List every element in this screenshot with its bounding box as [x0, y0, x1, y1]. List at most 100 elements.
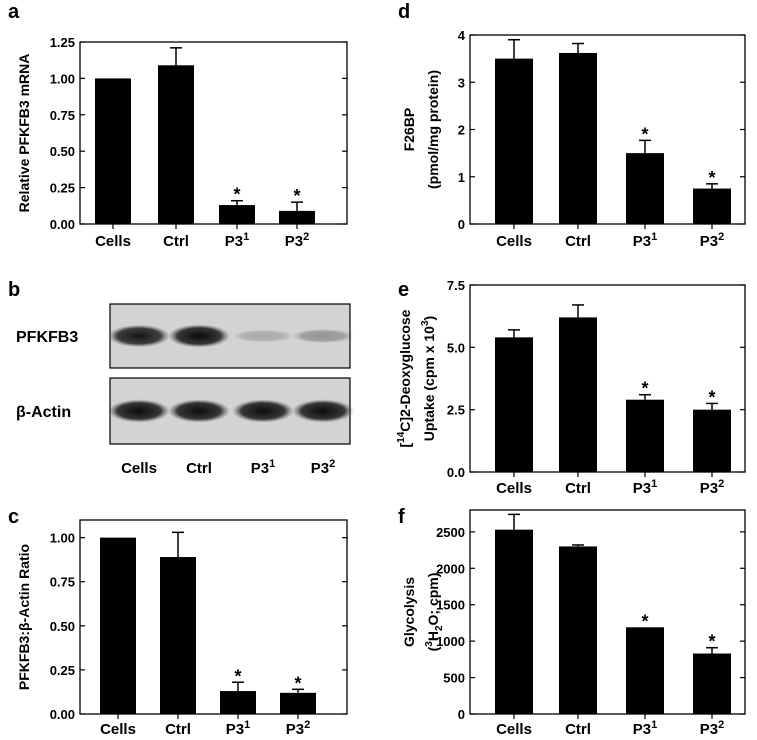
bar — [279, 210, 315, 224]
significance-asterisk: * — [708, 168, 715, 188]
y-tick-label: 1000 — [436, 634, 465, 649]
panel-letter: a — [8, 1, 20, 23]
significance-asterisk: * — [233, 185, 240, 205]
category-label-base: Ctrl — [565, 721, 591, 738]
panel-letter: b — [8, 279, 20, 301]
blot-band — [292, 328, 354, 344]
y-tick-label: 0.00 — [50, 707, 75, 722]
y-tick-label: 1 — [458, 170, 465, 185]
category-label-base: P3 — [700, 480, 718, 497]
axis-label-part: ( — [425, 646, 441, 651]
category-label-base: Ctrl — [186, 460, 212, 477]
y-tick-label: 1.25 — [50, 35, 75, 50]
bar — [160, 557, 196, 714]
y-tick-label: 0.25 — [50, 663, 75, 678]
y-tick-label: 2.5 — [447, 403, 465, 418]
plot-frame — [469, 284, 746, 473]
x-tick-label: P31 — [633, 478, 657, 497]
axis-label-part: F26BP — [401, 108, 417, 152]
bar — [220, 691, 256, 714]
y-tick-label: 1500 — [436, 598, 465, 613]
y-tick-label: 3 — [458, 75, 465, 90]
y-tick-label: 0.75 — [50, 108, 75, 123]
y-tick-label: 4 — [458, 28, 466, 43]
axis-label-part: Relative PFKFB3 mRNA — [16, 54, 32, 213]
category-label-superscript: 2 — [304, 719, 310, 731]
category-label-base: Cells — [100, 721, 136, 738]
y-tick-label: 500 — [443, 671, 465, 686]
category-label-base: P3 — [633, 721, 651, 738]
bar — [158, 65, 194, 225]
x-tick-label: P31 — [225, 231, 249, 250]
y-tick-label: 1.00 — [50, 71, 75, 86]
x-tick-label: P31 — [633, 719, 657, 738]
axis-label-part: 3 — [424, 641, 435, 647]
axis-label-part: PFKFB3:β-Actin Ratio — [16, 544, 32, 690]
blot-band — [168, 324, 230, 348]
x-tick-label: Ctrl — [565, 721, 591, 738]
x-tick-label: P31 — [226, 719, 250, 738]
category-label-superscript: 2 — [718, 478, 724, 490]
bar — [100, 537, 136, 714]
y-tick-label: 0.50 — [50, 144, 75, 159]
category-label-base: P3 — [286, 721, 304, 738]
y-tick-label: 0 — [458, 707, 465, 722]
category-label-base: Ctrl — [565, 233, 591, 250]
x-tick-label: Ctrl — [565, 233, 591, 250]
x-tick-label: Cells — [496, 233, 532, 250]
axis-label-part: Glycolysis — [401, 577, 417, 647]
category-label-base: P3 — [700, 721, 718, 738]
blot-band — [108, 324, 170, 348]
category-label-base: Ctrl — [163, 233, 189, 250]
category-label-base: P3 — [225, 233, 243, 250]
y-tick-label: 2500 — [436, 525, 465, 540]
category-label-base: Cells — [496, 721, 532, 738]
x-tick-label: Ctrl — [565, 480, 591, 497]
y-tick-label: 0.00 — [50, 217, 75, 232]
plot-frame — [79, 519, 348, 715]
bar — [559, 52, 597, 224]
bar — [219, 205, 255, 224]
significance-asterisk: * — [294, 673, 301, 693]
category-label-superscript: 2 — [303, 231, 309, 243]
blot-band — [108, 399, 170, 423]
category-label-superscript: 2 — [329, 458, 335, 470]
category-label-base: P3 — [633, 480, 651, 497]
category-label-superscript: 2 — [718, 231, 724, 243]
axis-label-part: ) — [421, 316, 437, 321]
x-tick-label: P32 — [700, 478, 724, 497]
y-axis-label: Relative PFKFB3 mRNA — [16, 54, 32, 213]
x-tick-label: Cells — [95, 233, 131, 250]
category-label-superscript: 1 — [651, 719, 657, 731]
category-label-base: Cells — [121, 460, 157, 477]
y-tick-label: 0 — [458, 217, 465, 232]
x-tick-label: Cells — [496, 480, 532, 497]
significance-asterisk: * — [708, 632, 715, 652]
blot-band — [232, 329, 294, 343]
bar — [280, 692, 316, 714]
category-label-superscript: 2 — [718, 719, 724, 731]
plot-frame — [79, 41, 348, 225]
x-tick-label: P31 — [633, 231, 657, 250]
bar — [559, 317, 597, 472]
significance-asterisk: * — [234, 666, 241, 686]
bar — [495, 58, 533, 224]
axis-label-part: 2 — [434, 625, 445, 631]
x-tick-label: P32 — [700, 719, 724, 738]
y-tick-label: 2 — [458, 123, 465, 138]
x-tick-label: Ctrl — [165, 721, 191, 738]
bar — [626, 627, 664, 714]
y-tick-label: 2000 — [436, 561, 465, 576]
x-tick-label: P32 — [700, 231, 724, 250]
y-axis-label: (pmol/mg protein) — [425, 70, 441, 189]
y-tick-label: 0.0 — [447, 465, 465, 480]
bar — [693, 653, 731, 714]
plot-frame — [469, 509, 746, 715]
y-axis-label: PFKFB3:β-Actin Ratio — [16, 544, 32, 690]
bar — [495, 529, 533, 714]
x-tick-label: P32 — [286, 719, 310, 738]
